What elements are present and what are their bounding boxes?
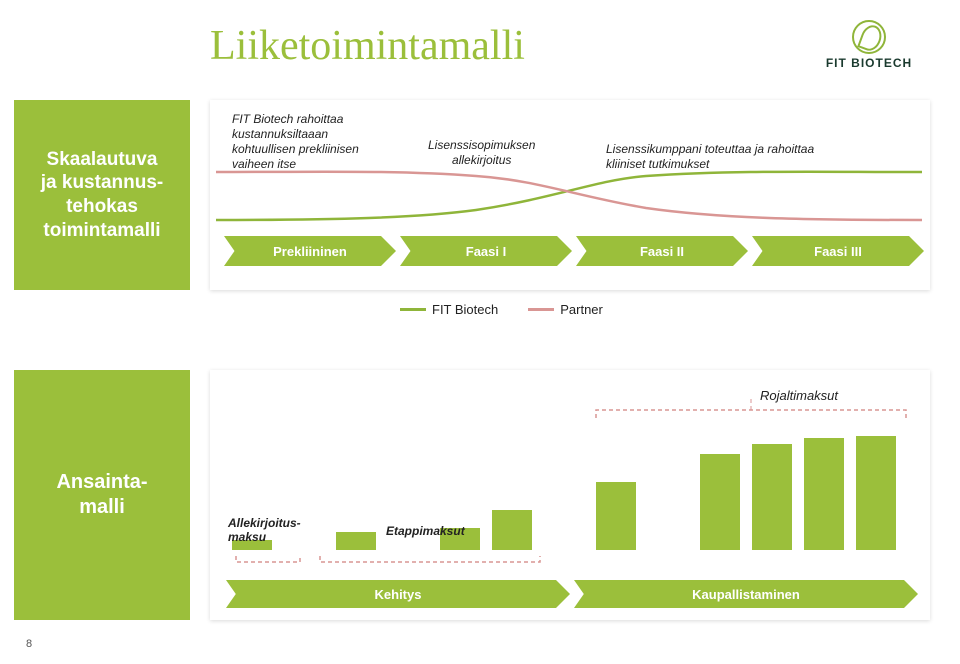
curves-legend: FIT Biotech Partner [400, 302, 603, 317]
revenue-bar [596, 482, 636, 550]
phase-chevron: Faasi III [752, 236, 924, 266]
note-right: Lisenssikumppani toteuttaa ja rahoittaa … [606, 142, 814, 172]
page-number: 8 [26, 638, 32, 650]
revenue-bar [856, 436, 896, 550]
revenue-bars [232, 400, 912, 550]
bottom-side-line2: malli [79, 496, 125, 518]
milestone-label: Etappimaksut [386, 524, 465, 538]
phase-chevron: Kehitys [226, 580, 570, 608]
phase-chevron: Faasi II [576, 236, 748, 266]
legend-label-fit: FIT Biotech [432, 302, 498, 317]
bottom-side-label: Ansainta- malli [14, 370, 190, 620]
top-side-line3: tehokas [66, 196, 138, 217]
bottom-phase-row: KehitysKaupallistaminen [226, 580, 922, 608]
phase-chevron: Prekliininen [224, 236, 396, 266]
revenue-bar [492, 510, 532, 550]
legend-swatch-fit [400, 308, 426, 311]
phase-chevron: Faasi I [400, 236, 572, 266]
top-side-label: Skaalautuva ja kustannus- tehokas toimin… [14, 100, 190, 290]
bottom-side-line1: Ansainta- [56, 471, 147, 493]
slide-title: Liiketoimintamalli [210, 22, 525, 70]
cost-curves [216, 170, 922, 230]
revenue-bar [752, 444, 792, 550]
top-side-line4: toimintamalli [43, 220, 160, 241]
phase-chevron: Kaupallistaminen [574, 580, 918, 608]
legend-label-partner: Partner [560, 302, 603, 317]
revenue-bar [336, 532, 376, 550]
note-center: Lisenssisopimuksen allekirjoitus [428, 138, 535, 168]
legend-fit: FIT Biotech [400, 302, 498, 317]
top-side-line2: ja kustannus- [41, 172, 163, 193]
slide: Liiketoimintamalli FIT BIOTECH Skaalautu… [0, 0, 960, 664]
revenue-bar [700, 454, 740, 550]
logo-text: FIT BIOTECH [814, 56, 924, 70]
phase-row: PrekliininenFaasi IFaasi IIFaasi III [224, 236, 928, 266]
top-side-line1: Skaalautuva [47, 149, 158, 170]
brand-logo: FIT BIOTECH [814, 20, 924, 70]
signing-fee-label: Allekirjoitus- maksu [228, 516, 301, 544]
revenue-bar [804, 438, 844, 550]
logo-mark-icon [852, 20, 886, 54]
note-left: FIT Biotech rahoittaa kustannuksiltaaan … [232, 112, 359, 172]
legend-partner: Partner [528, 302, 603, 317]
legend-swatch-partner [528, 308, 554, 311]
